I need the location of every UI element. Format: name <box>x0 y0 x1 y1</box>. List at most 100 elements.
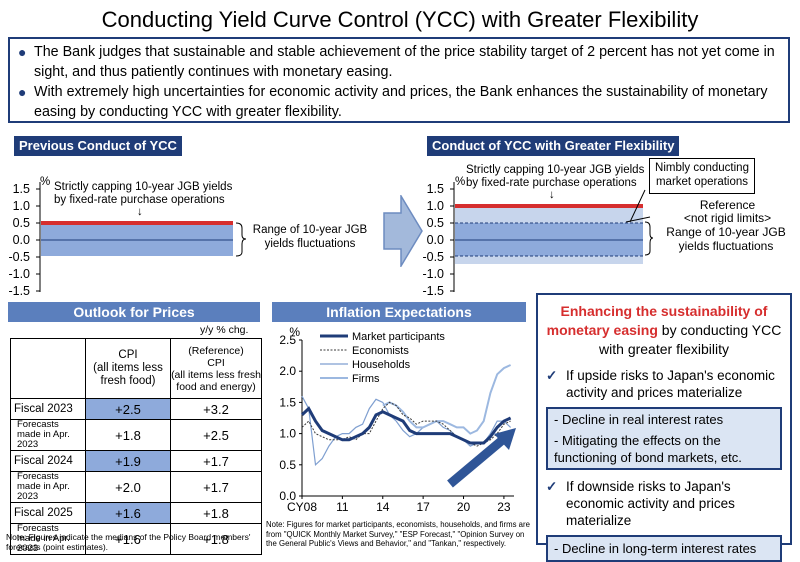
y-tick-label: 2.0 <box>279 364 296 378</box>
bullet-2-text: With extremely high uncertainties for ec… <box>34 84 768 120</box>
cpi-core-col-header: (Reference) CPI (all items less fresh fo… <box>170 338 262 399</box>
cpi-col-line: CPI <box>118 349 138 361</box>
bullet-1: ● The Bank judges that sustainable and st… <box>18 42 780 82</box>
table-row: Fiscal 2024 +1.9 +1.7 <box>10 450 262 472</box>
ytick: -0.5 <box>422 250 444 264</box>
ytick: 1.0 <box>12 199 30 213</box>
sustainability-title-rest: by conducting YCC with greater flexibili… <box>599 322 782 357</box>
cpi-value: +1.6 <box>85 523 171 555</box>
previous-unit: % <box>40 176 51 188</box>
y-tick-label: 0.0 <box>279 489 296 503</box>
legend-label: Economists <box>352 345 409 357</box>
downside-item: - Decline in long-term interest rates <box>554 541 757 556</box>
ytick: 1.0 <box>426 199 444 213</box>
cpi-core-col-line: CPI <box>207 356 225 369</box>
nimbly-callout: Nimbly conducting market operations <box>649 158 755 194</box>
cpi-col-line: fresh food) <box>100 375 156 387</box>
row-label: Forecasts made in Apr. 2023 <box>10 471 86 503</box>
previous-range-1: Range of 10-year JGB <box>252 224 368 236</box>
outlook-header: Outlook for Prices <box>8 302 260 322</box>
ytick: -1.0 <box>422 267 444 281</box>
y-unit: % <box>289 325 300 339</box>
sustainability-title: Enhancing the sustainability of monetary… <box>538 302 790 359</box>
cpi-core-value: +1.8 <box>170 523 262 555</box>
sustainability-box: Enhancing the sustainability of monetary… <box>536 293 792 562</box>
bullet-dot-icon: ● <box>18 44 27 60</box>
range-brace <box>644 221 654 256</box>
y-tick-label: 0.5 <box>279 458 296 472</box>
table-row: Forecasts made in Apr. 2023 +2.0 +1.7 <box>10 471 262 503</box>
cpi-value: +2.5 <box>85 398 171 420</box>
row-label: Fiscal 2024 <box>10 450 86 472</box>
series-line-economists <box>301 401 511 447</box>
reference-2: <not rigid limits> <box>683 211 772 225</box>
table-row: Forecasts made in Apr. 2023 +1.8 +2.5 <box>10 419 262 451</box>
x-tick-label: 11 <box>336 500 349 514</box>
outlook-unit: y/y % chg. <box>200 324 249 336</box>
range-brace <box>235 222 246 257</box>
series-line-market-participants <box>300 406 512 445</box>
x-tick-label: 23 <box>497 500 511 514</box>
ytick: -1.5 <box>422 284 444 298</box>
downside-effects: - Decline in long-term interest rates <box>546 535 782 562</box>
table-row: Forecasts made in Apr. 2023 +1.6 +1.8 <box>10 523 262 555</box>
inflation-header: Inflation Expectations <box>272 302 526 322</box>
previous-cap-note-1: Strictly capping 10-year JGB yields <box>54 181 233 193</box>
table-row: Fiscal 2025 +1.6 +1.8 <box>10 502 262 524</box>
new-header: Conduct of YCC with Greater Flexibility <box>427 136 680 156</box>
ytick: -0.5 <box>8 250 30 264</box>
ytick: 1.5 <box>426 182 444 196</box>
flex-band-top <box>455 206 643 223</box>
down-arrow-icon: ↓ <box>137 206 143 218</box>
previous-cap-note-2: by fixed-rate purchase operations <box>54 194 225 206</box>
x-tick-label: 17 <box>416 500 430 514</box>
legend-label: Market participants <box>352 331 445 343</box>
cpi-value: +2.0 <box>85 471 171 503</box>
bullet-2: ● With extremely high uncertainties for e… <box>18 82 780 122</box>
reference-1: Reference <box>699 198 756 212</box>
sustainability-title-red: Enhancing the sustainability of monetary… <box>546 303 768 338</box>
upside-effects: - Decline in real interest rates - Mitig… <box>546 407 782 470</box>
upside-text: If upside risks to Japan's economic acti… <box>566 368 775 400</box>
cpi-value: +1.8 <box>85 419 171 451</box>
nimbly-2: market operations <box>655 176 749 188</box>
legend-label: Households <box>352 359 411 371</box>
trend-arrow-head-icon <box>494 428 516 450</box>
upside-item: - Mitigating the effects on the function… <box>554 433 742 465</box>
upside-scenario: ✓ If upside risks to Japan's economic ac… <box>538 367 790 401</box>
outlook-note: Note: Figures indicate the medians of th… <box>6 532 251 552</box>
outlook-table: CPI (all items less fresh food) (Referen… <box>10 338 262 555</box>
x-tick-label: 20 <box>457 500 471 514</box>
row-label: Forecasts made in Apr. 2023 <box>10 419 86 451</box>
new-range-1: Range of 10-year JGB <box>666 225 786 239</box>
downside-text: If downside risks to Japan's economic ac… <box>566 479 735 528</box>
previous-header: Previous Conduct of YCC <box>14 136 182 156</box>
new-ycc-diagram <box>450 182 651 292</box>
cpi-col-header: CPI (all items less fresh food) <box>85 338 171 399</box>
legend-label: Firms <box>352 373 380 385</box>
cpi-core-value: +3.2 <box>170 398 262 420</box>
new-cap-note-1: Strictly capping 10-year JGB yields <box>466 164 645 176</box>
flex-band-bottom <box>455 256 643 264</box>
page-title: Conducting Yield Curve Control (YCC) wit… <box>101 7 699 32</box>
trend-arrow <box>447 433 509 488</box>
cpi-col-line: (all items less <box>93 362 163 374</box>
check-icon: ✓ <box>546 479 558 494</box>
ytick: 0.0 <box>426 233 444 247</box>
table-row: Fiscal 2023 +2.5 +3.2 <box>10 398 262 420</box>
cpi-core-col-line: (Reference) <box>188 344 244 357</box>
row-label: Fiscal 2025 <box>10 502 86 524</box>
upside-item: - Decline in real interest rates <box>554 412 724 427</box>
check-icon: ✓ <box>546 368 558 383</box>
ytick: 1.5 <box>12 182 30 196</box>
downside-scenario: ✓ If downside risks to Japan's economic … <box>538 478 790 529</box>
new-range-2: yields fluctuations <box>678 239 774 253</box>
row-label: Fiscal 2023 <box>10 398 86 420</box>
y-tick-label: 1.5 <box>279 395 296 409</box>
cpi-value: +1.6 <box>85 502 171 524</box>
ytick: 0.5 <box>426 216 444 230</box>
ytick: 0.0 <box>12 233 30 247</box>
bullet-dot-icon: ● <box>18 84 27 100</box>
ytick: -1.5 <box>8 284 30 298</box>
row-label: Forecasts made in Apr. 2023 <box>10 523 86 555</box>
